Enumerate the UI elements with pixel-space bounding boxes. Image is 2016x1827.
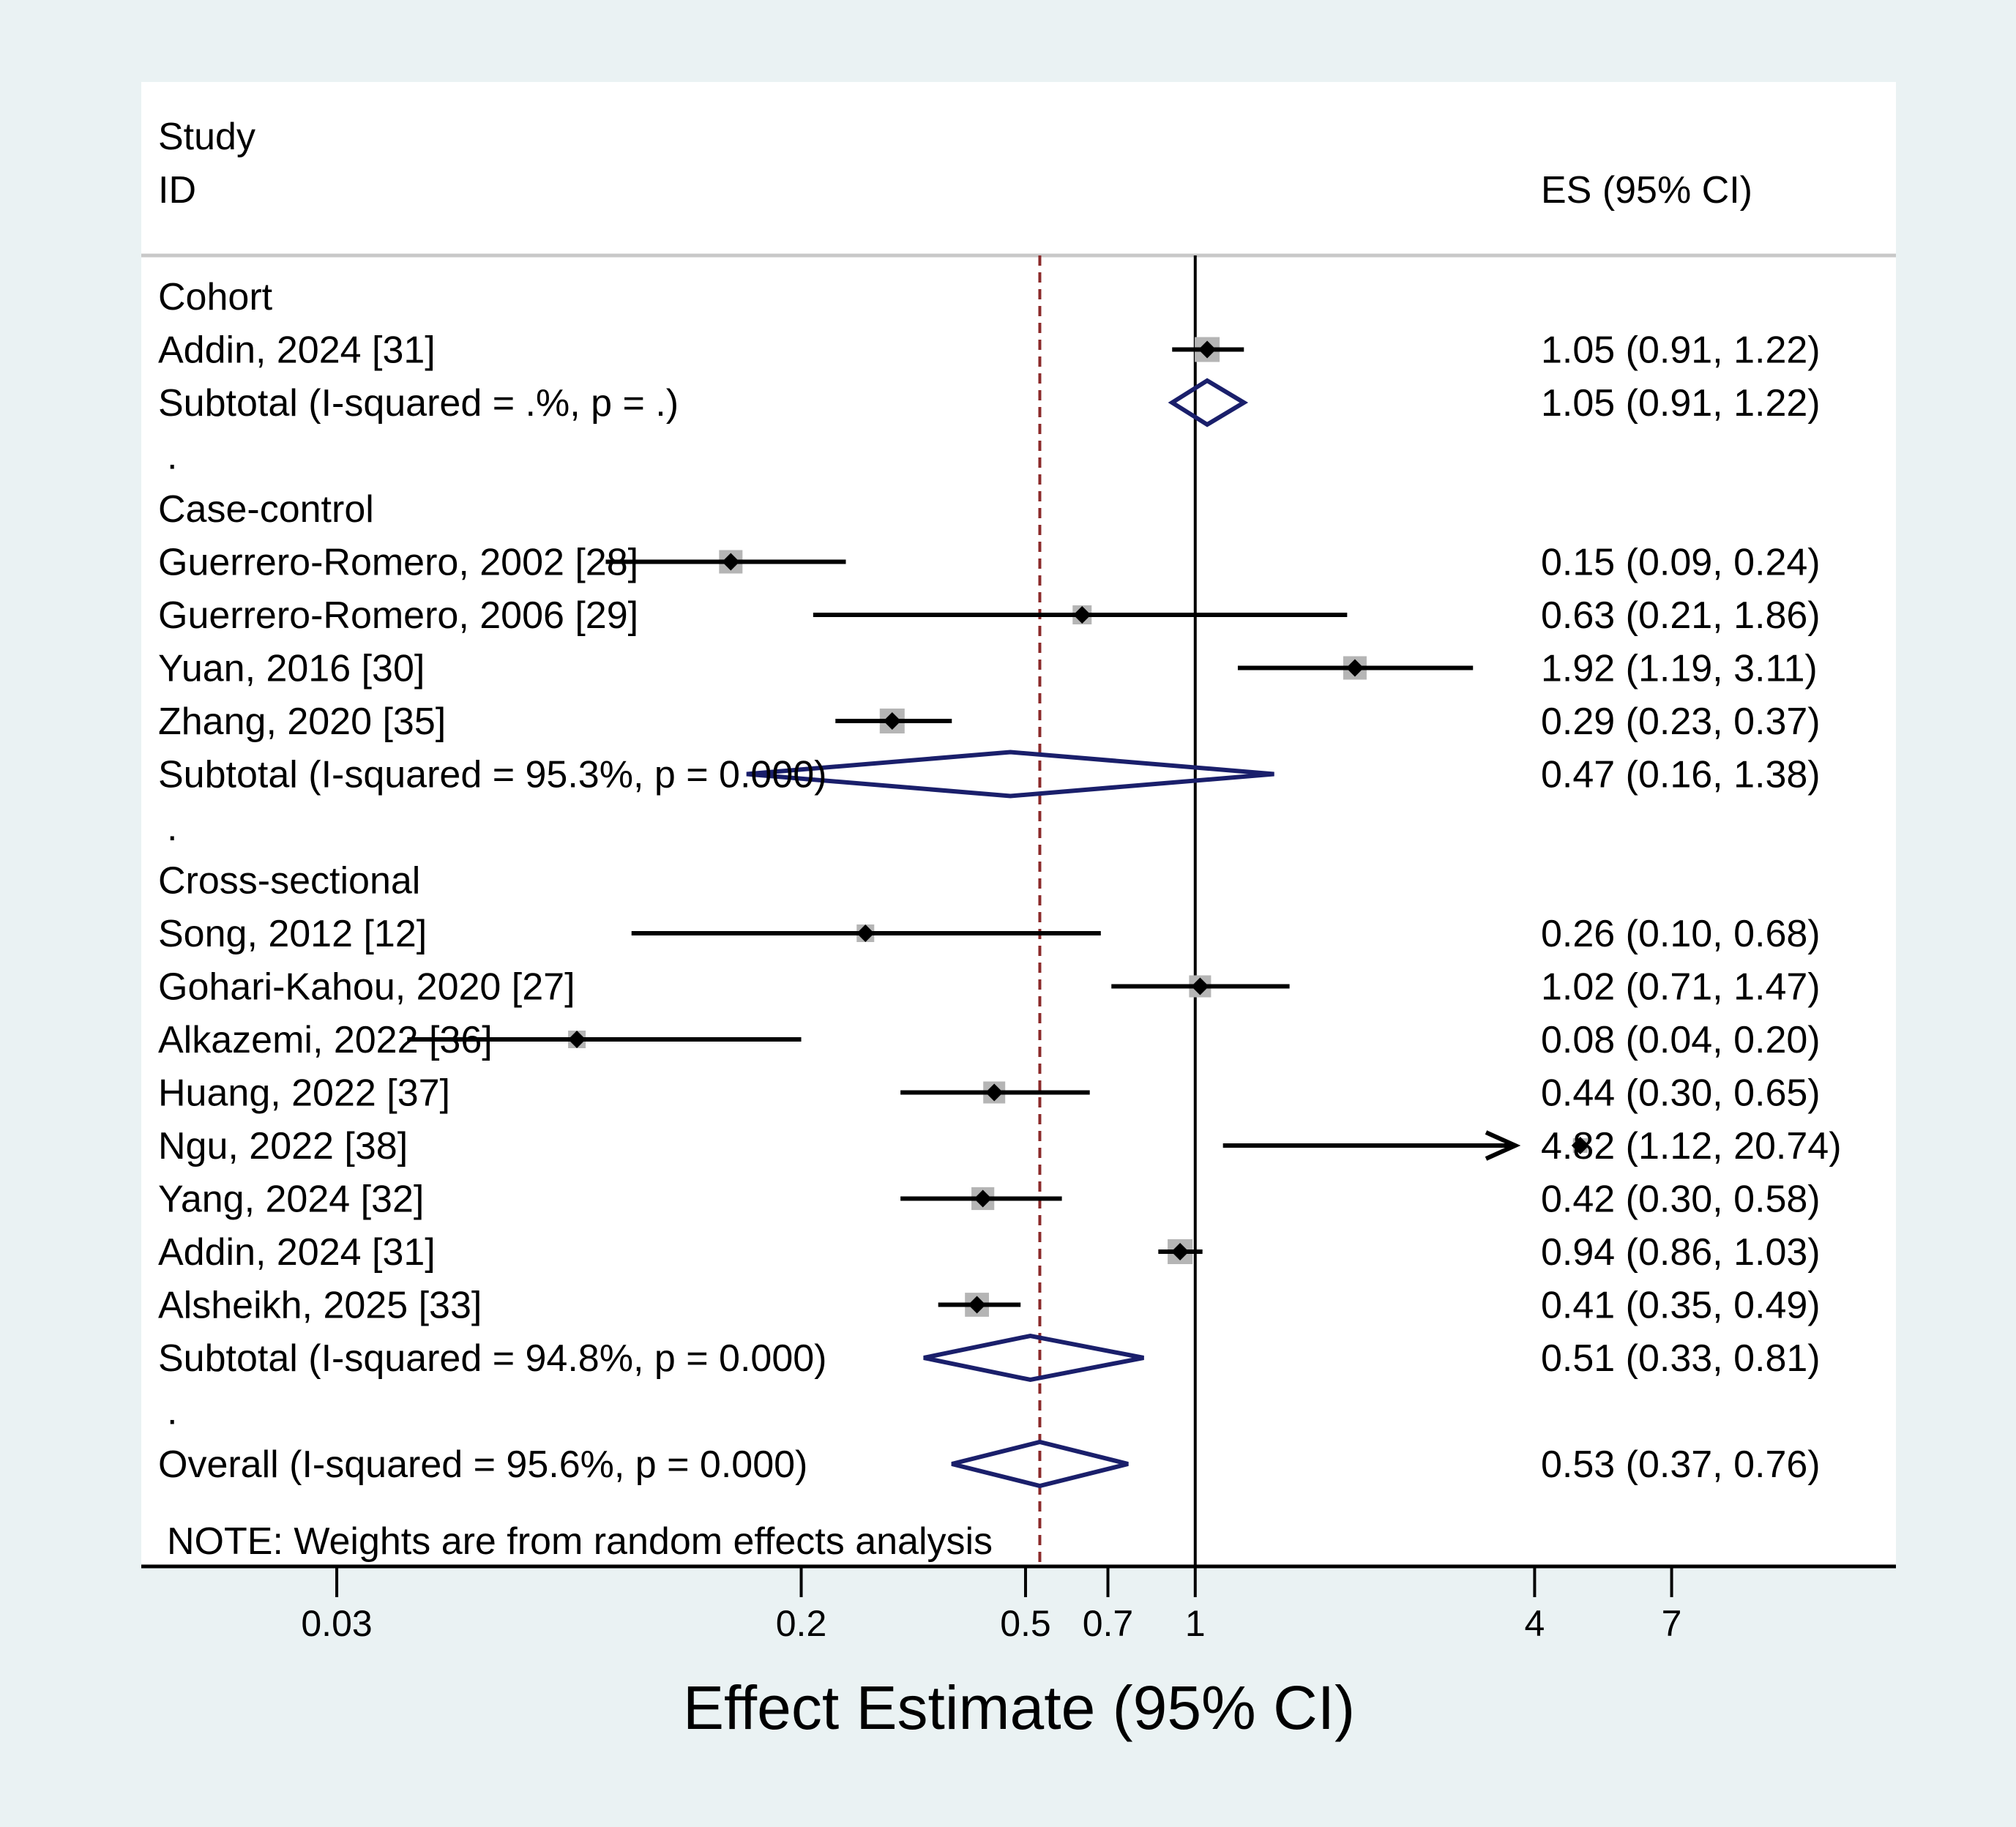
row-group: Cross-sectional <box>158 860 420 903</box>
row-es-ci: 0.63 (0.21, 1.86) <box>1541 594 1821 637</box>
row-es-ci: 0.42 (0.30, 0.58) <box>1541 1178 1821 1221</box>
row-overall: Overall (I-squared = 95.6%, p = 0.000) 0.… <box>158 1439 1821 1489</box>
row-es-ci: 1.05 (0.91, 1.22) <box>1541 382 1821 425</box>
point-estimate <box>974 1189 992 1208</box>
row-label: Subtotal (I-squared = 94.8%, p = 0.000) <box>158 1337 826 1380</box>
row-label: Cross-sectional <box>158 860 420 903</box>
point-estimate <box>856 924 875 942</box>
row-spacer: . <box>167 807 177 849</box>
point-estimate <box>883 712 901 730</box>
point-estimate <box>1571 1137 1589 1154</box>
row-es-ci: 0.44 (0.30, 0.65) <box>1541 1072 1821 1115</box>
subtotal-diamond <box>1168 378 1249 427</box>
row-label: Cohort <box>158 276 273 318</box>
tick-label: 1 <box>1185 1603 1206 1644</box>
row-label: Gohari-Kahou, 2020 [27] <box>158 966 575 1009</box>
row-label: Yang, 2024 [32] <box>158 1178 424 1221</box>
row-study: Alkazemi, 2022 [36] 0.08 (0.04, 0.20) <box>158 1019 1821 1061</box>
row-label: Ngu, 2022 [38] <box>158 1125 408 1167</box>
row-es-ci: 0.51 (0.33, 0.81) <box>1541 1337 1821 1380</box>
row-label: Zhang, 2020 [35] <box>158 700 446 743</box>
row-es-ci: 0.41 (0.35, 0.49) <box>1541 1285 1821 1327</box>
row-label: Addin, 2024 [31] <box>158 1231 436 1274</box>
point-estimate <box>985 1083 1004 1102</box>
point-estimate <box>1171 1243 1190 1260</box>
row-es-ci: 0.15 (0.09, 0.24) <box>1541 542 1821 584</box>
row-study: Zhang, 2020 [35] 0.29 (0.23, 0.37) <box>158 700 1821 743</box>
row-es-ci: 1.92 (1.19, 3.11) <box>1541 648 1818 690</box>
row-label: Song, 2012 [12] <box>158 913 427 955</box>
row-group: Cohort <box>158 276 273 318</box>
row-es-ci: 0.94 (0.86, 1.03) <box>1541 1231 1821 1274</box>
row-label: Yuan, 2016 [30] <box>158 648 425 690</box>
tick-label: 0.03 <box>301 1603 372 1644</box>
row-study: Guerrero-Romero, 2002 [28] 0.15 (0.09, 0.… <box>158 542 1821 584</box>
row-es-ci: 1.02 (0.71, 1.47) <box>1541 966 1821 1009</box>
row-study: Addin, 2024 [31] 1.05 (0.91, 1.22) <box>158 329 1821 372</box>
row-study: Ngu, 2022 [38] 4.82 (1.12, 20.74) <box>158 1125 1842 1167</box>
row-es-ci: 0.53 (0.37, 0.76) <box>1541 1443 1821 1486</box>
point-estimate <box>1345 659 1364 677</box>
point-estimate <box>722 553 740 571</box>
point-estimate <box>1198 340 1217 359</box>
x-axis-ticks: 0.03 0.2 0.5 0.7 1 4 7 <box>301 1566 1681 1644</box>
row-study: Guerrero-Romero, 2006 [29] 0.63 (0.21, 1.… <box>158 594 1821 637</box>
row-es-ci: 0.47 (0.16, 1.38) <box>1541 754 1821 796</box>
row-study: Alsheikh, 2025 [33] 0.41 (0.35, 0.49) <box>158 1285 1821 1327</box>
row-study: Huang, 2022 [37] 0.44 (0.30, 0.65) <box>158 1072 1821 1115</box>
row-label: Alsheikh, 2025 [33] <box>158 1285 482 1327</box>
row-label: Guerrero-Romero, 2002 [28] <box>158 542 638 584</box>
x-axis-title: Effect Estimate (95% CI) <box>683 1673 1355 1742</box>
header-study-label: Study <box>158 116 255 158</box>
row-label: Case-control <box>158 488 374 531</box>
header-es-label: ES (95% CI) <box>1541 169 1752 212</box>
point-estimate <box>1191 977 1209 995</box>
subtotal-diamond <box>923 1333 1144 1383</box>
row-label: . <box>167 1391 177 1433</box>
row-label: Huang, 2022 [37] <box>158 1072 450 1115</box>
point-estimate <box>1073 606 1091 624</box>
weights-note: NOTE: Weights are from random effects an… <box>167 1520 993 1563</box>
plot-background <box>141 82 1896 1566</box>
row-es-ci: 0.29 (0.23, 0.37) <box>1541 700 1821 743</box>
row-es-ci: 0.26 (0.10, 0.68) <box>1541 913 1821 955</box>
row-study: Yuan, 2016 [30] 1.92 (1.19, 3.11) <box>158 648 1818 690</box>
row-study: Yang, 2024 [32] 0.42 (0.30, 0.58) <box>158 1178 1821 1221</box>
row-label: Addin, 2024 [31] <box>158 329 436 372</box>
row-subtotal: Subtotal (I-squared = 95.3%, p = 0.000) 0… <box>158 750 1821 799</box>
row-label: Subtotal (I-squared = .%, p = .) <box>158 382 679 425</box>
row-subtotal: Subtotal (I-squared = 94.8%, p = 0.000) 0… <box>158 1333 1821 1383</box>
row-label: . <box>167 436 177 478</box>
row-label: Guerrero-Romero, 2006 [29] <box>158 594 638 637</box>
row-es-ci: 1.05 (0.91, 1.22) <box>1541 329 1821 372</box>
row-label: Subtotal (I-squared = 95.3%, p = 0.000) <box>158 754 826 796</box>
point-estimate <box>968 1296 986 1314</box>
tick-label: 7 <box>1662 1603 1682 1644</box>
row-group: Case-control <box>158 488 374 531</box>
row-spacer: . <box>167 1391 177 1433</box>
header-id-label: ID <box>158 169 196 212</box>
row-label: Alkazemi, 2022 [36] <box>158 1019 493 1061</box>
tick-label: 4 <box>1524 1603 1545 1644</box>
reference-lines <box>1038 255 1197 1566</box>
ci-arrow <box>1485 1130 1521 1161</box>
subtotal-diamond <box>746 750 1274 799</box>
row-study: Addin, 2024 [31] 0.94 (0.86, 1.03) <box>158 1231 1821 1274</box>
tick-label: 0.2 <box>776 1603 827 1644</box>
row-spacer: . <box>167 436 177 478</box>
tick-label: 0.7 <box>1083 1603 1134 1644</box>
row-es-ci: 4.82 (1.12, 20.74) <box>1541 1125 1842 1167</box>
row-es-ci: 0.08 (0.04, 0.20) <box>1541 1019 1821 1061</box>
overall-diamond <box>951 1439 1129 1489</box>
row-label: Overall (I-squared = 95.6%, p = 0.000) <box>158 1443 807 1486</box>
row-study: Song, 2012 [12] 0.26 (0.10, 0.68) <box>158 913 1821 955</box>
row-subtotal: Subtotal (I-squared = .%, p = .) 1.05 (0.… <box>158 378 1821 427</box>
point-estimate <box>568 1031 586 1048</box>
tick-label: 0.5 <box>1000 1603 1051 1644</box>
row-study: Gohari-Kahou, 2020 [27] 1.02 (0.71, 1.47) <box>158 966 1821 1009</box>
row-label: . <box>167 807 177 849</box>
